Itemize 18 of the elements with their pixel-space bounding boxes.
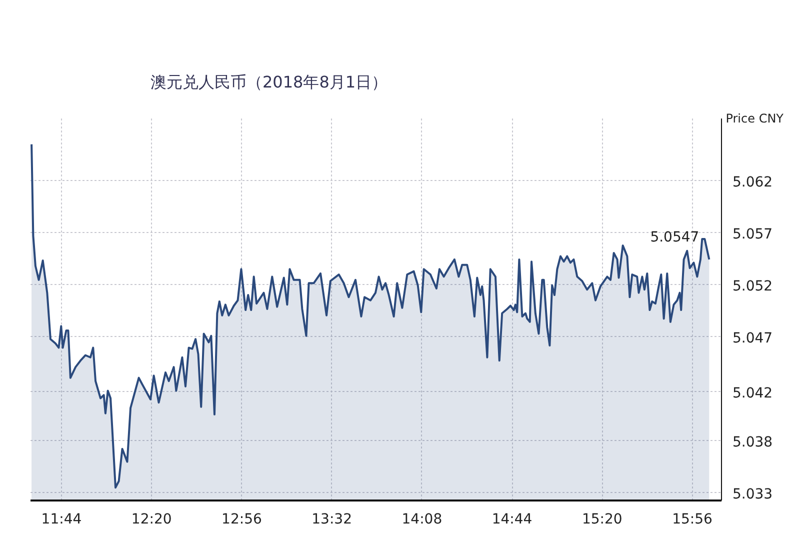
y-tick-label: 5.042 [732, 385, 773, 402]
x-tick-label: 15:20 [582, 512, 622, 528]
y-tick-label: 5.038 [732, 434, 773, 450]
x-tick-label: 14:44 [492, 512, 532, 528]
x-tick-label: 12:20 [131, 512, 172, 528]
annotation: 5.0547 [650, 229, 700, 246]
y-tick-label: 5.052 [732, 278, 773, 294]
x-tick-label: 14:08 [402, 512, 442, 528]
chart-title: 澳元兑人民币（2018年8月1日） [150, 72, 388, 92]
y-tick-label: 5.062 [732, 174, 773, 190]
y-tick-label: 5.047 [732, 330, 773, 346]
y-tick-label: 5.033 [732, 486, 773, 502]
y-axis-title: Price CNY [726, 112, 784, 126]
x-tick-label: 12:56 [222, 512, 262, 528]
y-tick-label: 5.057 [732, 226, 773, 242]
x-tick-label: 15:56 [672, 512, 713, 528]
x-tick-label: 11:44 [41, 512, 82, 528]
x-tick-label: 13:32 [312, 512, 352, 528]
